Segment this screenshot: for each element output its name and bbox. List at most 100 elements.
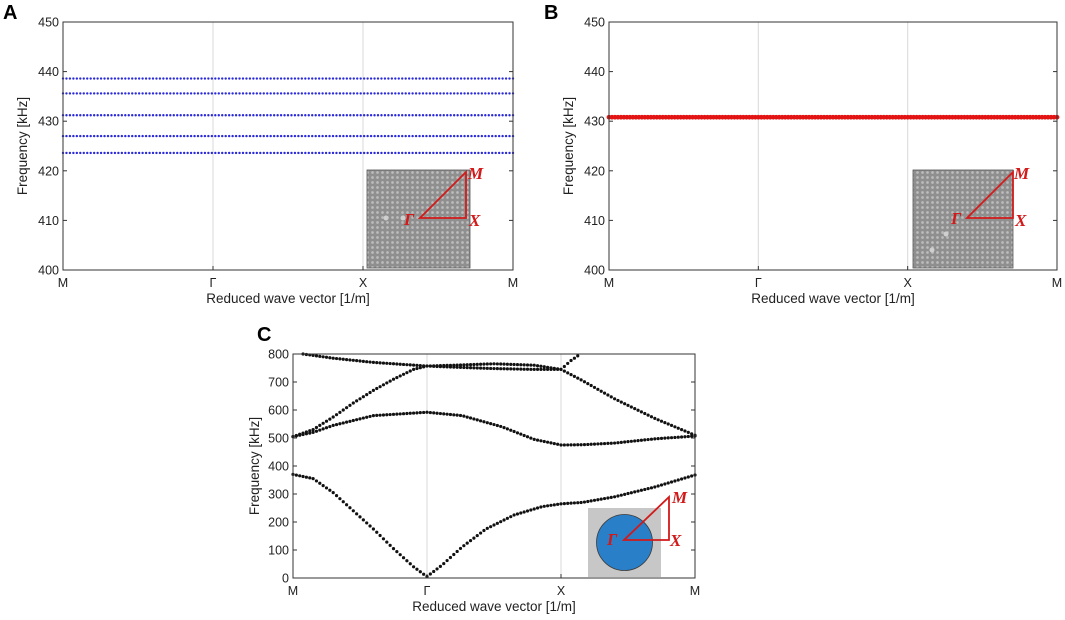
band-point [308,429,312,433]
x-tick-label: Γ [424,584,431,598]
band-point [345,406,349,410]
band-point [117,77,120,80]
band-point [365,360,369,364]
band-point [629,405,633,409]
defect-site [400,215,406,221]
band-point [504,92,508,95]
band-point [165,77,169,80]
band-point [449,134,452,138]
band-point [606,496,610,500]
band-point [489,366,493,371]
band-point [394,151,397,155]
band-point [231,77,234,80]
band-point [238,92,241,95]
band-point [328,92,331,95]
band-point [231,134,234,138]
band-point [477,92,480,95]
band-point [345,358,349,362]
band-point [127,92,130,95]
band-point [328,424,332,429]
band-point [137,92,141,95]
band-point [401,92,404,95]
band-point [619,440,623,444]
band-point [562,369,566,373]
bz-label-m-b: M [1013,164,1030,183]
band-point [487,114,490,117]
band-point [203,134,207,138]
band-point [390,151,394,155]
band-point [65,151,68,155]
band-point [338,92,342,95]
band-point [380,92,383,95]
band-point [432,114,435,117]
band-point [529,367,533,371]
band-point [599,389,603,393]
y-tick-label: 700 [268,376,289,390]
band-point [494,92,497,95]
band-point [559,443,563,447]
band-point [525,363,530,367]
band-point [466,114,470,117]
band-point [345,420,349,424]
band-point [690,474,694,478]
band-point [415,363,419,367]
band-point [425,151,428,155]
band-point [314,354,319,358]
band-point [582,500,587,504]
band-point [566,443,570,447]
band-point [404,77,407,80]
band-point [576,354,580,358]
band-point [106,114,110,117]
band-point [196,134,200,138]
band-point [65,92,68,95]
y-tick-label: 400 [268,460,289,474]
band-point [345,503,349,507]
band-point [269,92,272,95]
band-point [131,114,134,117]
band-point [613,495,617,499]
band-point [324,419,329,423]
y-tick-label: 100 [268,544,289,558]
x-tick-label: Γ [210,276,217,290]
band-point [452,151,456,155]
band-point [673,479,677,483]
band-point [365,415,369,419]
band-point [629,439,633,443]
band-point [596,387,600,391]
band-point [539,367,543,371]
band-point [314,134,317,138]
band-point [579,500,583,505]
band-point [385,361,389,365]
x-axis-label-b: Reduced wave vector [1/m] [751,291,915,306]
band-point [162,114,165,117]
band-point [542,439,546,444]
band-point [397,114,400,117]
y-tick-label: 440 [584,65,605,79]
band-point [106,92,110,95]
band-point [459,151,463,155]
band-point [148,134,151,138]
band-point [686,475,690,479]
band-point [676,426,680,430]
band-point [559,367,563,371]
band-point [255,77,259,80]
band-point [659,436,664,440]
band-point [373,151,376,155]
band-point [636,438,640,443]
band-point [65,134,68,138]
band-point [82,92,85,95]
band-point [497,114,501,117]
band-point [525,509,530,513]
band-point [331,491,335,495]
band-point [487,92,490,95]
band-point [452,134,456,138]
band-point [512,513,516,517]
band-point [234,77,238,80]
series-a-5 [61,77,515,80]
y-axis-label-c: Frequency [kHz] [247,417,262,515]
band-point [86,134,89,138]
band-point [456,92,459,95]
band-point [569,373,573,377]
band-point [369,151,373,155]
